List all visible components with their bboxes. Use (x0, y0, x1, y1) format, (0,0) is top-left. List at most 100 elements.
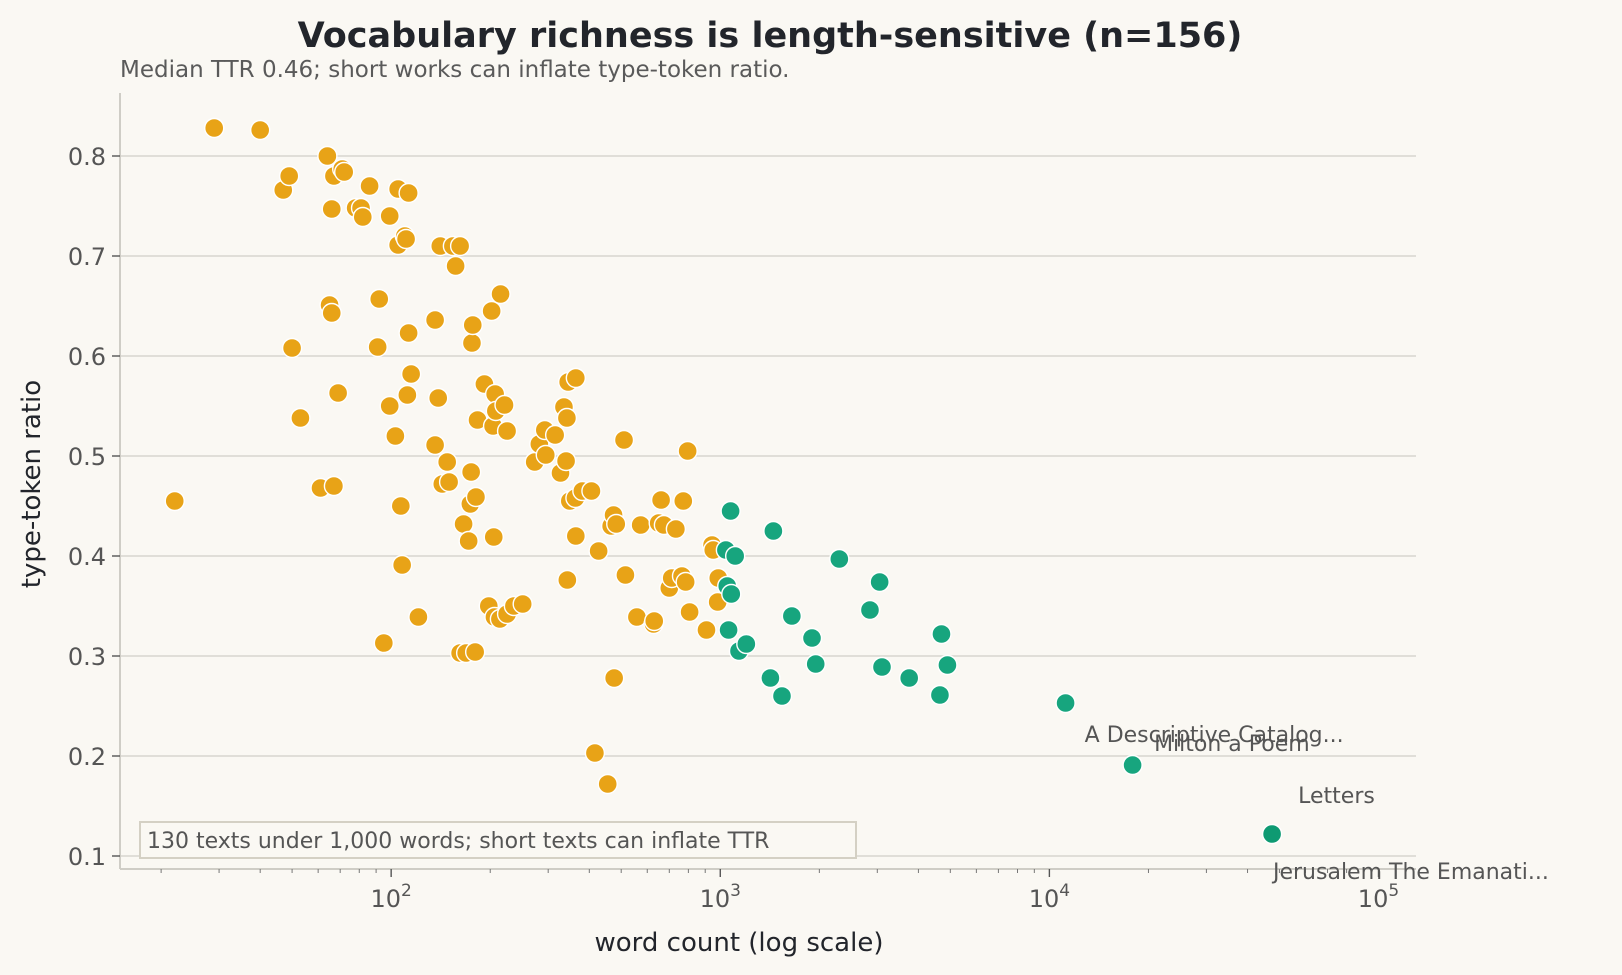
y-tick-label: 0.7 (68, 243, 106, 271)
x-tick-label: 105 (1358, 881, 1399, 913)
data-point (871, 656, 893, 678)
x-axis-ticks: 102 103 104 105 (160, 869, 1399, 913)
x-tick-exponent: 4 (1059, 881, 1070, 901)
data-point (464, 641, 486, 663)
data-point (929, 684, 951, 706)
chart-title: Vocabulary richness is length-sensitive … (298, 16, 1243, 56)
y-tick-label: 0.2 (68, 743, 106, 771)
x-tick-label: 104 (1029, 881, 1070, 913)
data-point (490, 283, 511, 305)
data-point (481, 300, 502, 322)
data-point (650, 489, 672, 511)
point-annotation: Letters (1298, 784, 1375, 809)
data-point (937, 654, 958, 676)
data-point (597, 773, 618, 795)
data-point (424, 434, 446, 456)
data-point (460, 461, 482, 483)
data-point (458, 530, 479, 552)
data-point (494, 394, 515, 416)
y-tick-label: 0.3 (68, 643, 106, 671)
data-point (724, 545, 746, 567)
data-point (665, 518, 687, 540)
data-point (408, 606, 429, 628)
data-point (465, 486, 487, 508)
data-point (367, 336, 388, 358)
data-point (630, 514, 651, 536)
data-point (1261, 823, 1283, 845)
data-point (428, 387, 449, 409)
data-point (373, 632, 395, 654)
data-point (390, 495, 412, 517)
x-tick-exponent: 5 (1388, 881, 1399, 901)
data-point (290, 407, 311, 429)
data-point (359, 175, 380, 197)
data-point (398, 182, 419, 204)
data-point (679, 601, 700, 623)
y-tick-label: 0.8 (68, 143, 106, 171)
data-point (483, 526, 504, 548)
data-point (398, 322, 419, 344)
data-point (771, 685, 793, 707)
data-point (395, 228, 417, 250)
data-point (805, 653, 826, 675)
data-point (736, 633, 757, 655)
data-point (249, 119, 271, 141)
data-point (581, 480, 602, 502)
data-point (327, 382, 349, 404)
data-point (512, 593, 533, 615)
data-point (449, 235, 471, 257)
data-point (496, 420, 518, 442)
data-point (391, 554, 413, 576)
data-point (615, 564, 636, 586)
data-point (675, 571, 696, 593)
data-point (606, 513, 627, 535)
data-point (424, 309, 446, 331)
data-point (462, 314, 483, 336)
x-axis-label: word count (log scale) (595, 928, 884, 958)
data-point (869, 571, 890, 593)
data-point (544, 424, 566, 446)
point-annotation: Milton a Poem (1154, 732, 1310, 757)
y-tick-label: 0.6 (68, 343, 106, 371)
data-point (696, 619, 717, 641)
data-point (763, 520, 784, 542)
data-point (613, 429, 635, 451)
x-tick-exponent: 3 (730, 881, 741, 901)
data-point (584, 742, 606, 764)
data-point (677, 440, 698, 462)
note-text: 130 texts under 1,000 words; short texts… (147, 829, 769, 854)
data-point (438, 471, 460, 493)
data-point (829, 548, 850, 570)
data-point (535, 444, 556, 466)
data-point (281, 337, 303, 359)
data-point (588, 540, 609, 562)
data-point (352, 206, 373, 228)
data-point (555, 450, 577, 472)
data-point (1122, 754, 1143, 776)
x-tick-base: 10 (1029, 885, 1060, 913)
axes (119, 93, 1416, 870)
note-box-frame (139, 821, 857, 859)
y-tick-label: 0.5 (68, 443, 106, 471)
note-box: 130 texts under 1,000 words; short texts… (139, 821, 857, 859)
x-tick-label: 103 (700, 881, 741, 913)
x-tick-exponent: 2 (401, 881, 412, 901)
y-tick-label: 0.1 (68, 843, 106, 871)
data-point (379, 395, 400, 417)
data-point (565, 367, 587, 389)
data-point (400, 363, 422, 385)
data-point (369, 288, 390, 310)
y-tick-label: 0.4 (68, 543, 106, 571)
data-point (278, 165, 300, 187)
data-point (453, 513, 474, 535)
data-point (317, 145, 338, 167)
data-point (379, 205, 400, 227)
data-points (164, 117, 1283, 845)
y-axis-label: type-token ratio (17, 380, 47, 588)
x-tick-base: 10 (700, 885, 731, 913)
data-point (720, 500, 741, 522)
data-point (204, 117, 225, 139)
data-point (323, 475, 345, 497)
data-point (461, 332, 483, 354)
